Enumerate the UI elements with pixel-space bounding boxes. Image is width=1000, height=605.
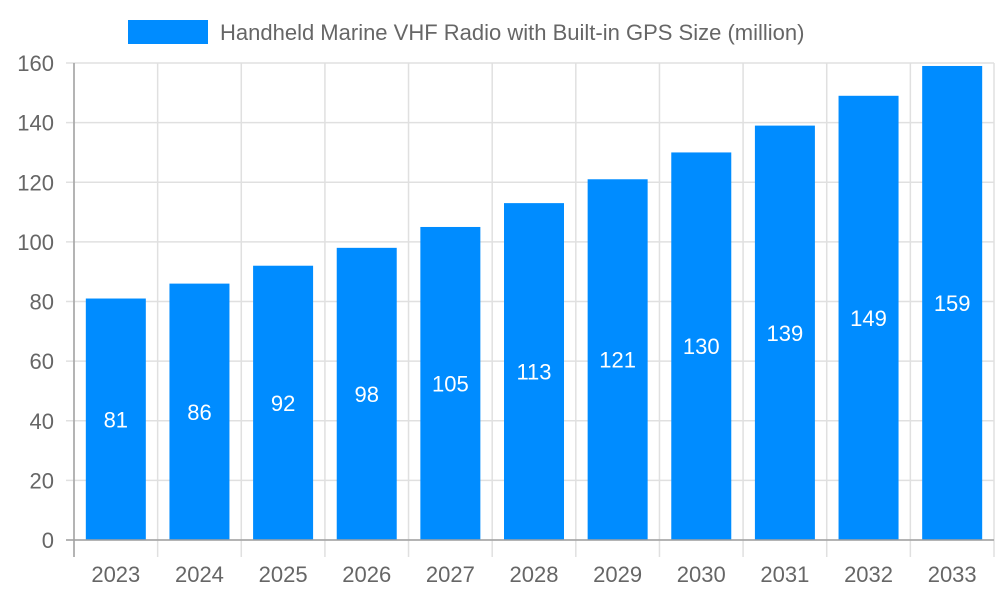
x-tick-label: 2033: [928, 562, 977, 587]
x-tick-label: 2030: [677, 562, 726, 587]
bar-2026: [336, 247, 397, 540]
y-tick-label: 60: [30, 349, 54, 374]
data-label-2023: 81: [104, 407, 128, 432]
x-tick-label: 2026: [342, 562, 391, 587]
bar-2023: [85, 298, 146, 540]
y-tick-label: 140: [17, 111, 54, 136]
data-label-2028: 113: [516, 360, 551, 385]
data-label-2024: 86: [187, 400, 211, 425]
data-label-2032: 149: [850, 306, 887, 331]
bar-2027: [420, 226, 481, 540]
bar-2024: [169, 283, 230, 540]
data-label-2031: 139: [767, 321, 804, 346]
bar-2028: [504, 203, 564, 540]
x-tick-label: 2029: [593, 562, 642, 587]
data-label-2033: 159: [934, 291, 971, 316]
bar-2031: [754, 125, 815, 540]
bar-2033: [922, 65, 983, 540]
y-tick-label: 100: [17, 230, 54, 255]
y-tick-label: 20: [30, 468, 54, 493]
y-tick-label: 80: [30, 290, 54, 315]
x-tick-label: 2027: [426, 562, 475, 587]
x-tick-label: 2025: [259, 562, 308, 587]
data-label-2026: 98: [354, 382, 378, 407]
data-label-2027: 105: [432, 371, 469, 396]
data-label-2029: 121: [599, 348, 636, 373]
bar-2030: [671, 152, 732, 540]
bar-2032: [838, 95, 899, 540]
x-tick-label: 2024: [175, 562, 224, 587]
bar-2025: [253, 265, 314, 540]
axes: 0 20 40 60 80 100 120 140 160 2023 2024 2025 2026 202…: [17, 51, 994, 587]
data-label-2025: 92: [271, 391, 295, 416]
x-tick-label: 2028: [510, 562, 559, 587]
bar-2029: [587, 179, 648, 541]
y-tick-label: 160: [17, 51, 54, 76]
bars: 81 86 92 98 105 113 121 130 139 149 159: [85, 65, 983, 541]
y-tick-label: 0: [42, 528, 54, 553]
y-tick-label: 120: [17, 170, 54, 195]
legend-label: Handheld Marine VHF Radio with Built-in …: [220, 20, 804, 45]
legend-swatch: [128, 20, 208, 44]
x-tick-label: 2031: [760, 562, 809, 587]
data-label-2030: 130: [683, 334, 720, 359]
legend[interactable]: Handheld Marine VHF Radio with Built-in …: [128, 20, 804, 45]
y-tick-label: 40: [30, 409, 54, 434]
x-tick-label: 2023: [91, 562, 140, 587]
x-tick-label: 2032: [844, 562, 893, 587]
